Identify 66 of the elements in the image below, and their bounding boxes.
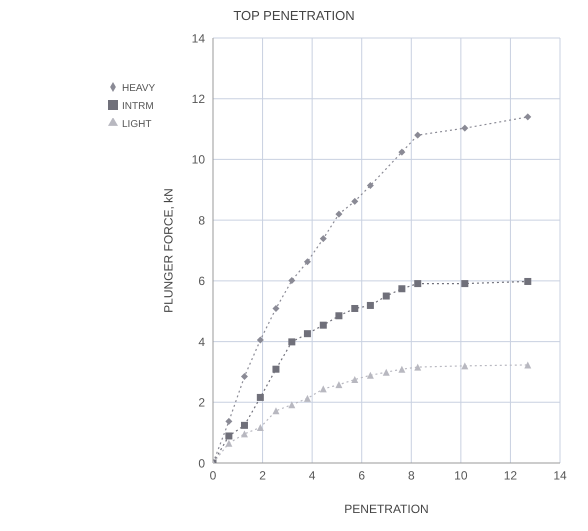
point [304,394,311,402]
x-tick-label: 6 [358,468,366,483]
point [272,366,280,373]
point [524,278,532,285]
point [351,304,358,312]
x-tick-label: 2 [259,468,266,483]
point [524,361,532,368]
point [461,280,468,288]
y-tick-label: 2 [198,396,206,410]
point [335,381,342,388]
point [366,302,374,309]
y-tick-label: 10 [192,152,206,167]
point [351,376,358,384]
point [288,277,296,284]
point [366,372,374,379]
point [240,422,248,429]
point [320,385,327,392]
x-tick-label: 8 [408,468,415,483]
point [351,198,358,205]
point [414,280,422,288]
point [398,148,406,156]
y-tick-label: 6 [198,274,206,288]
point [414,132,422,139]
point [524,113,532,120]
point [461,362,468,370]
point [256,336,264,344]
point [225,418,232,425]
x-tick-label: 14 [553,468,567,483]
point [461,124,468,132]
point [335,210,342,218]
y-tick-label: 8 [198,213,206,228]
x-tick-label: 10 [454,468,468,483]
point [398,366,406,373]
point [288,338,296,346]
point [382,292,390,300]
point [320,322,327,329]
point [304,330,311,338]
point [272,304,280,312]
legend-label: INTRM [122,101,154,112]
point [225,440,232,447]
chart-title: TOP PENETRATION [232,8,356,25]
legend-label: LIGHT [122,119,152,130]
y-tick-label: 12 [192,92,206,106]
point [320,235,327,242]
x-axis-title: PENETRATION [344,502,429,516]
point [414,364,422,371]
point [288,401,296,408]
point [240,372,248,380]
point [225,432,232,440]
point [256,394,264,401]
x-tick-label: 0 [210,468,217,483]
y-axis-title: PLUNGER FORCE, kN [161,188,176,313]
point [398,285,406,292]
point [256,424,264,431]
point [366,182,374,190]
point [382,368,390,376]
y-tick-label: 14 [192,31,206,46]
x-tick-label: 12 [504,468,518,483]
y-tick-label: 0 [198,456,206,470]
legend-label: HEAVY [122,83,156,94]
point [304,258,311,266]
x-tick-label: 4 [308,468,316,483]
point [240,430,248,438]
y-tick-label: 4 [198,334,206,349]
point [272,407,280,414]
point [335,312,342,320]
